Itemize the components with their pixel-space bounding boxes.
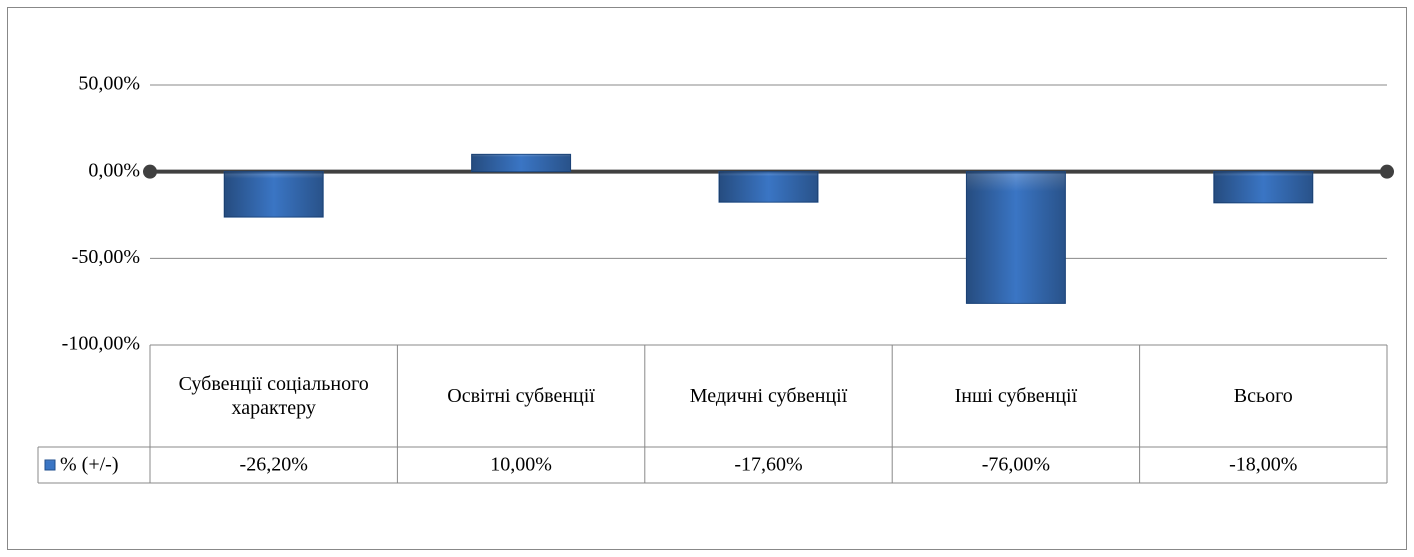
legend-marker	[44, 459, 56, 471]
bar-shade	[1213, 171, 1313, 203]
x-tick-label: Медичні субвенції	[689, 385, 848, 407]
x-tick-label-box: Освітні субвенції	[447, 385, 595, 407]
bar-shade	[966, 171, 1066, 304]
y-tick-label: 0,00%	[88, 159, 140, 181]
x-tick-label-box: Інші субвенції	[954, 385, 1078, 407]
axis-end	[1380, 164, 1394, 179]
value-label: -18,00%	[1229, 454, 1297, 476]
y-tick-label: -100,00%	[62, 333, 140, 355]
bar-shade	[471, 154, 571, 172]
bar-shade	[224, 171, 324, 218]
y-tick-label: 50,00%	[78, 73, 140, 95]
value-label: -26,20%	[240, 454, 308, 476]
x-tick-label-box: Субвенції соціального характеру	[178, 373, 369, 419]
x-tick-label: Всього	[1233, 385, 1293, 407]
x-tick-label: Субвенції соціального характеру	[178, 373, 369, 419]
bar-shade	[719, 171, 818, 203]
value-label: -76,00%	[982, 454, 1050, 476]
x-tick-label-box: Всього	[1233, 385, 1293, 407]
value-label: 10,00%	[490, 454, 552, 476]
legend-label: % (+/-)	[60, 454, 118, 476]
y-tick-label: -50,00%	[72, 246, 140, 268]
x-tick-label: Освітні субвенції	[447, 385, 595, 407]
axis-end	[143, 164, 157, 179]
x-tick-label: Інші субвенції	[954, 385, 1078, 407]
x-tick-label-box: Медичні субвенції	[689, 385, 848, 407]
value-label: -17,60%	[734, 454, 802, 476]
chart-border	[7, 7, 1407, 550]
